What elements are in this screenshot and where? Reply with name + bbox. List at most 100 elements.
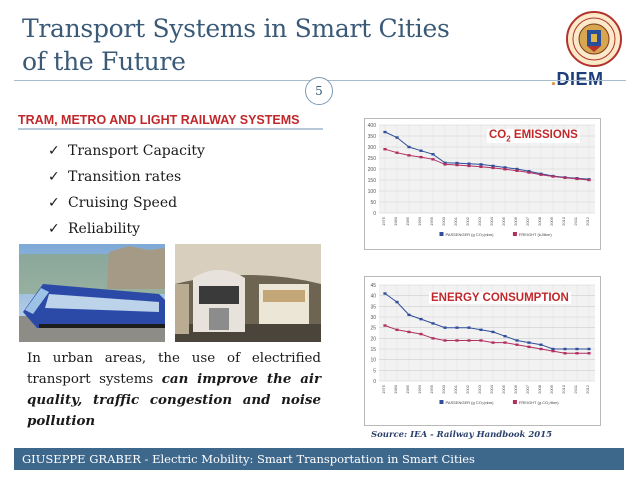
title-line-2: of the Future xyxy=(22,47,186,76)
x-tick-label: 2006 xyxy=(513,216,518,226)
y-tick-label: 30 xyxy=(370,315,376,321)
logo-text: DIEM xyxy=(556,69,604,89)
y-tick-label: 100 xyxy=(368,189,377,195)
diem-logo: .DIEM xyxy=(551,69,604,90)
x-tick-label: 2011 xyxy=(573,384,578,393)
legend-swatch xyxy=(439,400,444,404)
y-tick-label: 45 xyxy=(370,283,376,289)
university-seal-icon xyxy=(566,11,622,67)
y-tick-label: 0 xyxy=(373,379,376,385)
tram-photo xyxy=(19,244,165,342)
series-line-1 xyxy=(384,325,589,354)
data-point xyxy=(431,322,435,325)
y-tick-label: 25 xyxy=(370,326,376,332)
data-point xyxy=(491,330,495,334)
checklist-item: ✓ Reliability xyxy=(48,216,205,242)
x-tick-label: 1985 xyxy=(405,384,410,394)
y-tick-label: 250 xyxy=(368,156,377,162)
data-point xyxy=(407,330,411,334)
data-point xyxy=(539,343,543,346)
data-point xyxy=(479,328,483,331)
x-tick-label: 2001 xyxy=(453,216,458,226)
data-point xyxy=(419,155,423,159)
x-tick-label: 2000 xyxy=(441,384,446,394)
data-point xyxy=(467,326,471,329)
x-tick-label: 2010 xyxy=(561,216,566,226)
x-tick-label: 2007 xyxy=(525,384,530,394)
data-point xyxy=(443,161,447,165)
body-paragraph: In urban areas, the use of electrified t… xyxy=(27,349,321,432)
x-tick-label: 2008 xyxy=(537,216,542,226)
legend-swatch xyxy=(512,400,517,404)
legend-label: PASSENGER (g CO₂/pkm) xyxy=(445,232,494,237)
data-point xyxy=(467,162,471,165)
series-line-1 xyxy=(384,148,590,181)
data-point xyxy=(455,161,459,165)
check-icon: ✓ xyxy=(48,195,60,211)
data-point xyxy=(395,136,399,139)
y-tick-label: 20 xyxy=(370,336,376,342)
data-point xyxy=(455,326,459,329)
checklist-label: Transition rates xyxy=(68,169,182,185)
legend-label: PASSENGER (g CO₂/pkm) xyxy=(445,400,494,405)
data-point xyxy=(407,154,411,157)
x-tick-label: 1985 xyxy=(405,216,410,226)
data-point xyxy=(539,347,543,351)
co2-title-sub: 2 xyxy=(506,134,511,144)
data-point xyxy=(539,173,543,176)
co2-title-main: CO xyxy=(489,129,507,141)
data-point xyxy=(479,165,483,168)
x-tick-label: 1995 xyxy=(429,216,434,226)
data-point xyxy=(515,167,519,171)
x-tick-label: 1990 xyxy=(417,384,422,394)
check-icon: ✓ xyxy=(48,169,60,185)
check-icon: ✓ xyxy=(48,221,60,237)
co2-chart-title: CO2 EMISSIONS xyxy=(487,129,580,144)
data-point xyxy=(443,326,447,329)
data-point xyxy=(455,339,459,342)
checklist: ✓ Transport Capacity ✓ Transition rates ✓ C… xyxy=(48,138,205,242)
paragraph-text: In urban areas, the use of electrified t… xyxy=(27,351,321,387)
energy-chart-title: ENERGY CONSUMPTION xyxy=(429,292,571,304)
data-point xyxy=(587,347,591,351)
y-tick-label: 350 xyxy=(368,134,377,140)
data-point xyxy=(419,332,423,336)
legend-label: FREIGHT (kJ/tkm) xyxy=(519,232,552,237)
x-tick-label: 2007 xyxy=(525,216,530,226)
metro-photo xyxy=(175,244,321,342)
x-tick-label: 2011 xyxy=(573,216,578,225)
data-point xyxy=(515,343,519,346)
data-point xyxy=(395,300,399,304)
y-tick-label: 50 xyxy=(370,200,376,206)
data-point xyxy=(515,169,519,172)
data-point xyxy=(515,339,519,342)
y-tick-label: 15 xyxy=(370,347,376,353)
data-point xyxy=(527,171,531,174)
data-point xyxy=(563,176,567,179)
legend-swatch xyxy=(512,232,517,236)
source-caption: Source: IEA - Railway Handbook 2015 xyxy=(371,430,553,440)
x-tick-label: 2006 xyxy=(513,384,518,394)
data-point xyxy=(383,130,387,134)
data-point xyxy=(527,345,531,349)
data-point xyxy=(491,341,495,344)
x-tick-label: 2008 xyxy=(537,384,542,394)
section-underline xyxy=(18,128,323,130)
data-point xyxy=(407,313,411,317)
x-tick-label: 2002 xyxy=(465,216,470,226)
x-tick-label: 1990 xyxy=(417,216,422,226)
slide-title: Transport Systems in Smart Cities of the… xyxy=(22,12,502,78)
data-point xyxy=(407,145,411,149)
x-tick-label: 1975 xyxy=(381,216,386,226)
data-point xyxy=(383,292,387,295)
co2-title-rest: EMISSIONS xyxy=(510,129,578,141)
data-point xyxy=(503,168,507,171)
x-tick-label: 1980 xyxy=(393,216,398,226)
co2-emissions-chart: 400 350 300 250 200 150 100 50 0 1975 1980 1985 1990… xyxy=(364,118,601,250)
y-tick-label: 40 xyxy=(370,294,376,300)
data-point xyxy=(551,347,555,351)
checklist-item: ✓ Transition rates xyxy=(48,164,205,190)
checklist-label: Cruising Speed xyxy=(68,195,178,211)
data-point xyxy=(503,341,507,344)
data-point xyxy=(431,337,435,340)
